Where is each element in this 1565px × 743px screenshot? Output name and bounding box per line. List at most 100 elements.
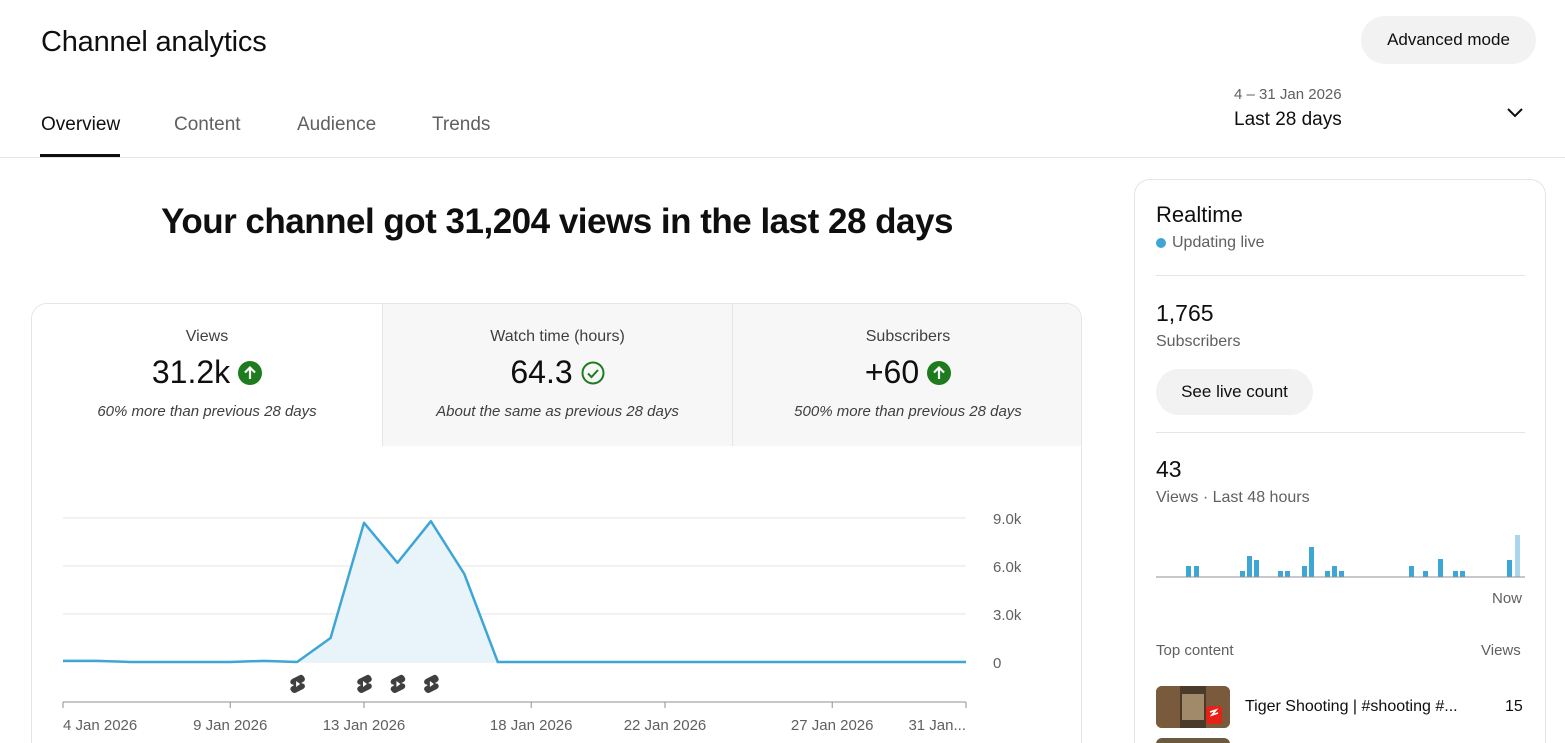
metric-label: Subscribers <box>865 328 951 345</box>
top-content-views: 15 <box>1505 698 1523 715</box>
data-point[interactable] <box>695 659 701 665</box>
views-headline: Your channel got 31,204 views in the las… <box>161 202 953 241</box>
active-tab-indicator <box>40 154 120 157</box>
video-thumbnail <box>1156 738 1230 743</box>
realtime-bar[interactable] <box>1302 566 1307 577</box>
realtime-title: Realtime <box>1156 202 1243 227</box>
shorts-icon[interactable] <box>390 674 406 693</box>
realtime-bar[interactable] <box>1438 559 1443 577</box>
data-point[interactable] <box>528 659 534 665</box>
data-point[interactable] <box>629 659 635 665</box>
realtime-bar[interactable] <box>1254 560 1259 577</box>
data-point[interactable] <box>461 571 467 577</box>
live-status: Updating live <box>1172 234 1265 251</box>
realtime-bar[interactable] <box>1278 571 1283 577</box>
realtime-bar[interactable] <box>1309 547 1314 577</box>
tab-audience[interactable]: Audience <box>297 114 377 135</box>
data-point[interactable] <box>328 635 334 641</box>
date-range-dates[interactable]: 4 – 31 Jan 2026 <box>1234 86 1342 103</box>
x-tick-label: 4 Jan 2026 <box>63 717 137 734</box>
metric-note: 60% more than previous 28 days <box>97 403 317 420</box>
realtime-bar[interactable] <box>1285 571 1290 577</box>
y-tick-label: 9.0k <box>993 511 1022 528</box>
live-dot-icon <box>1156 238 1166 248</box>
realtime-bar[interactable] <box>1460 571 1465 577</box>
views-chart[interactable]: 9.0k 6.0k 3.0k 0 4 Jan 2026 9 Jan 2026 13 Jan … <box>32 446 1082 743</box>
metric-label: Watch time (hours) <box>490 328 625 345</box>
shorts-icon[interactable] <box>357 674 372 693</box>
data-point[interactable] <box>595 659 601 665</box>
video-thumbnail <box>1156 686 1230 728</box>
shorts-icon[interactable] <box>290 674 305 693</box>
realtime-views-label: Views · Last 48 hours <box>1156 489 1310 506</box>
data-point[interactable] <box>963 659 969 665</box>
data-point[interactable] <box>361 520 367 526</box>
see-live-count-button[interactable]: See live count <box>1156 369 1313 415</box>
y-tick-label: 6.0k <box>993 559 1022 576</box>
realtime-bar[interactable] <box>1339 571 1344 577</box>
realtime-bar[interactable] <box>1240 571 1245 577</box>
top-content-row[interactable]: Tiger Shooting | #shooting #... 15 <box>1156 686 1525 730</box>
data-point[interactable] <box>394 560 400 566</box>
realtime-bar-chart[interactable] <box>1156 525 1525 579</box>
realtime-bar[interactable] <box>1507 560 1512 577</box>
x-tick-label: 9 Jan 2026 <box>193 717 267 734</box>
y-tick-label: 0 <box>993 655 1001 672</box>
realtime-bar[interactable] <box>1325 571 1330 577</box>
tab-bar: Overview Content Audience Trends <box>0 100 1565 158</box>
data-point[interactable] <box>428 518 434 524</box>
y-tick-label: 3.0k <box>993 607 1022 624</box>
x-tick-label: 13 Jan 2026 <box>323 717 406 734</box>
realtime-bar[interactable] <box>1453 571 1458 577</box>
metric-tab-views[interactable]: Views 31.2k 60% more than previous 28 da… <box>32 304 382 446</box>
realtime-bar[interactable] <box>1247 556 1252 577</box>
top-content-header: Top content <box>1156 642 1234 659</box>
now-label: Now <box>1492 590 1523 607</box>
metric-value: +60 <box>864 354 920 390</box>
metric-tab-watch-time[interactable]: Watch time (hours) 64.3 About the same a… <box>382 304 732 446</box>
metric-tab-subscribers[interactable]: Subscribers +60 500% more than previous … <box>732 304 1081 446</box>
tab-overview[interactable]: Overview <box>41 114 121 135</box>
data-point[interactable] <box>930 659 936 665</box>
data-point[interactable] <box>796 659 802 665</box>
data-point[interactable] <box>562 659 568 665</box>
realtime-bar[interactable] <box>1515 535 1520 577</box>
data-point[interactable] <box>194 659 200 665</box>
data-point[interactable] <box>294 659 300 665</box>
divider <box>1156 275 1525 276</box>
data-point[interactable] <box>896 659 902 665</box>
x-tick-label: 27 Jan 2026 <box>791 717 874 734</box>
series-area <box>63 521 966 662</box>
data-point[interactable] <box>863 659 869 665</box>
metric-value: 64.3 <box>510 354 573 390</box>
data-point[interactable] <box>762 659 768 665</box>
metric-label: Views <box>185 328 229 345</box>
data-point[interactable] <box>729 659 735 665</box>
data-point[interactable] <box>93 658 99 664</box>
data-point[interactable] <box>261 658 267 664</box>
date-range-label[interactable]: Last 28 days <box>1234 109 1342 130</box>
data-point[interactable] <box>495 659 501 665</box>
shorts-icon[interactable] <box>424 674 439 693</box>
realtime-bar[interactable] <box>1332 566 1337 577</box>
realtime-bar[interactable] <box>1194 566 1199 577</box>
x-tick-label: 22 Jan 2026 <box>624 717 707 734</box>
data-point[interactable] <box>829 659 835 665</box>
top-content-views-header: Views <box>1481 642 1521 659</box>
data-point[interactable] <box>60 658 66 664</box>
tab-trends[interactable]: Trends <box>432 114 491 135</box>
subscriber-label: Subscribers <box>1156 333 1241 350</box>
realtime-bar[interactable] <box>1423 571 1428 577</box>
advanced-mode-button[interactable]: Advanced mode <box>1361 16 1536 64</box>
data-point[interactable] <box>127 659 133 665</box>
realtime-bar[interactable] <box>1186 566 1191 577</box>
data-point[interactable] <box>227 659 233 665</box>
data-point[interactable] <box>160 659 166 665</box>
realtime-bar[interactable] <box>1409 566 1414 577</box>
data-point[interactable] <box>662 659 668 665</box>
chevron-down-icon[interactable] <box>1503 100 1527 124</box>
metric-value: 31.2k <box>151 354 231 390</box>
tab-content[interactable]: Content <box>174 114 241 135</box>
divider <box>1156 432 1525 433</box>
arrow-up-icon <box>927 360 952 385</box>
